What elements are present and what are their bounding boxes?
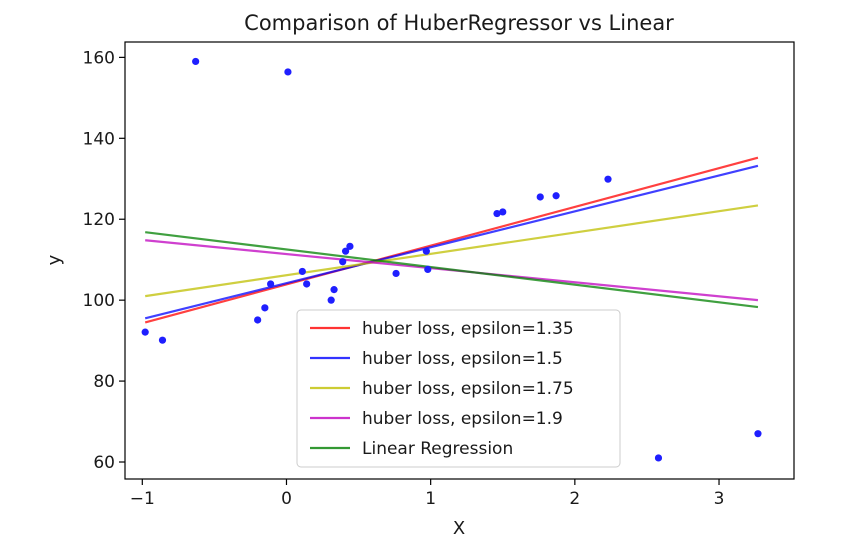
- x-axis-label: X: [453, 518, 465, 539]
- legend: huber loss, epsilon=1.35 huber loss, epsi…: [296, 309, 621, 468]
- legend-label-2: huber loss, epsilon=1.5: [362, 349, 563, 369]
- scatter-point-15: [392, 269, 400, 278]
- x-tick-label: 2: [569, 489, 580, 509]
- scatter-point-14: [346, 242, 354, 250]
- scatter-point-12: [339, 258, 347, 266]
- y-tick-label: 140: [83, 129, 115, 149]
- legend-label-3: huber loss, epsilon=1.75: [362, 379, 574, 399]
- scatter-point-16: [422, 247, 430, 255]
- x-tick-label: 0: [281, 489, 292, 509]
- scatter-point-17: [424, 265, 432, 274]
- series-line-1: [144, 156, 759, 324]
- scatter-point-1: [141, 328, 149, 336]
- scatter-point-24: [754, 430, 762, 438]
- y-tick-label: 120: [83, 210, 115, 230]
- y-axis-label: y: [44, 254, 65, 265]
- x-tick-label: −1: [130, 489, 155, 509]
- scatter-point-3: [192, 57, 200, 66]
- legend-label-4: huber loss, epsilon=1.9: [362, 409, 563, 429]
- scatter-point-10: [327, 296, 335, 304]
- scatter-points: [141, 57, 762, 462]
- scatter-point-8: [298, 267, 306, 276]
- scatter-point-22: [604, 175, 612, 183]
- scatter-point-6: [267, 280, 275, 288]
- y-tick-label: 80: [93, 372, 115, 392]
- x-tick-label: 1: [425, 489, 436, 509]
- scatter-point-20: [536, 193, 544, 201]
- y-axis-ticks: 60 80 100 120 140 160: [83, 48, 125, 473]
- series-line-5: [145, 231, 759, 309]
- regression-lines: [144, 156, 759, 324]
- scatter-point-9: [303, 280, 311, 288]
- scatter-point-2: [158, 336, 167, 344]
- x-tick-label: 3: [714, 489, 725, 509]
- scatter-point-4: [254, 316, 262, 324]
- series-line-2: [144, 164, 759, 320]
- y-tick-label: 100: [83, 291, 115, 311]
- legend-label-5: Linear Regression: [362, 439, 513, 459]
- scatter-point-21: [552, 192, 560, 200]
- y-tick-label: 60: [93, 453, 115, 473]
- x-axis-ticks: −1 0 1 2 3: [130, 479, 725, 509]
- legend-box: [296, 309, 621, 468]
- scatter-point-19: [499, 208, 507, 216]
- scatter-point-13: [341, 247, 350, 255]
- scatter-point-23: [654, 454, 663, 462]
- y-tick-label: 160: [83, 48, 115, 68]
- scatter-point-11: [330, 286, 338, 294]
- scatter-point-18: [493, 209, 501, 218]
- series-line-3: [145, 204, 759, 298]
- legend-label-1: huber loss, epsilon=1.35: [362, 319, 574, 339]
- scatter-point-5: [261, 304, 269, 312]
- scatter-point-7: [284, 68, 292, 76]
- chart-title: Comparison of HuberRegressor vs Linear: [244, 11, 674, 35]
